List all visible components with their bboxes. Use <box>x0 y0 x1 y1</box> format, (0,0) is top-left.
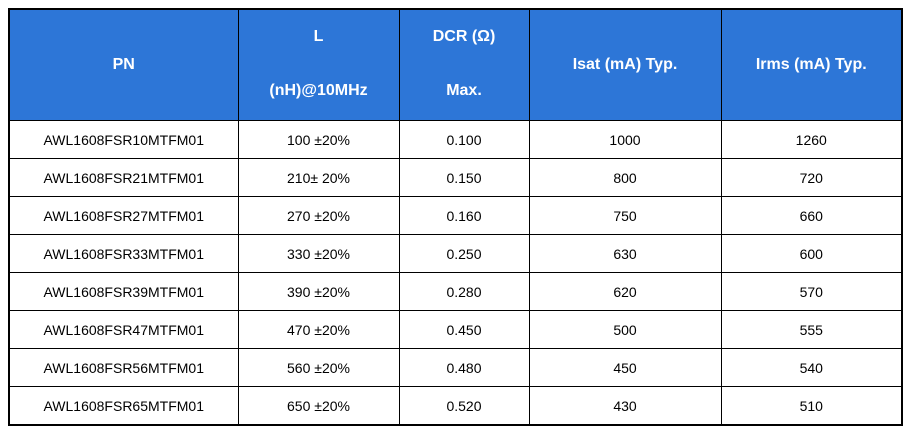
cell-isat: 1000 <box>528 120 722 159</box>
cell-isat: 500 <box>528 310 722 349</box>
table-row: AWL1608FSR21MTFM01 210± 20% 0.150 800 72… <box>8 158 903 197</box>
cell-irms: 540 <box>720 348 903 387</box>
table-row: AWL1608FSR56MTFM01 560 ±20% 0.480 450 54… <box>8 348 903 387</box>
cell-isat: 630 <box>528 234 722 273</box>
cell-pn: AWL1608FSR10MTFM01 <box>8 120 239 159</box>
header-cell-irms: Irms (mA) Typ. <box>720 8 903 121</box>
cell-pn: AWL1608FSR65MTFM01 <box>8 386 239 426</box>
cell-l: 470 ±20% <box>237 310 400 349</box>
cell-isat: 450 <box>528 348 722 387</box>
cell-irms: 1260 <box>720 120 903 159</box>
cell-dcr: 0.100 <box>398 120 530 159</box>
inductor-spec-table: PN L (nH)@10MHz DCR (Ω) Max. Isat (mA) T… <box>8 8 903 426</box>
table-row: AWL1608FSR47MTFM01 470 ±20% 0.450 500 55… <box>8 310 903 349</box>
cell-dcr: 0.280 <box>398 272 530 311</box>
header-cell-pn: PN <box>8 8 239 121</box>
cell-isat: 750 <box>528 196 722 235</box>
table-row: AWL1608FSR10MTFM01 100 ±20% 0.100 1000 1… <box>8 120 903 159</box>
header-cell-isat: Isat (mA) Typ. <box>528 8 722 121</box>
cell-dcr: 0.480 <box>398 348 530 387</box>
cell-l: 270 ±20% <box>237 196 400 235</box>
cell-l: 210± 20% <box>237 158 400 197</box>
cell-irms: 570 <box>720 272 903 311</box>
table-header: PN L (nH)@10MHz DCR (Ω) Max. Isat (mA) T… <box>8 8 903 121</box>
header-label-l-unit: (nH)@10MHz <box>269 82 368 99</box>
cell-l: 650 ±20% <box>237 386 400 426</box>
cell-dcr: 0.150 <box>398 158 530 197</box>
header-label-dcr-max: Max. <box>446 82 482 99</box>
cell-pn: AWL1608FSR33MTFM01 <box>8 234 239 273</box>
cell-pn: AWL1608FSR56MTFM01 <box>8 348 239 387</box>
cell-pn: AWL1608FSR27MTFM01 <box>8 196 239 235</box>
table-row: AWL1608FSR65MTFM01 650 ±20% 0.520 430 51… <box>8 386 903 426</box>
cell-isat: 430 <box>528 386 722 426</box>
table-row: AWL1608FSR39MTFM01 390 ±20% 0.280 620 57… <box>8 272 903 311</box>
table-row: AWL1608FSR33MTFM01 330 ±20% 0.250 630 60… <box>8 234 903 273</box>
cell-dcr: 0.450 <box>398 310 530 349</box>
table-row: AWL1608FSR27MTFM01 270 ±20% 0.160 750 66… <box>8 196 903 235</box>
cell-pn: AWL1608FSR39MTFM01 <box>8 272 239 311</box>
cell-pn: AWL1608FSR21MTFM01 <box>8 158 239 197</box>
cell-pn: AWL1608FSR47MTFM01 <box>8 310 239 349</box>
header-row: PN L (nH)@10MHz DCR (Ω) Max. Isat (mA) T… <box>8 8 903 121</box>
header-cell-dcr: DCR (Ω) Max. <box>398 8 530 121</box>
cell-isat: 800 <box>528 158 722 197</box>
cell-irms: 720 <box>720 158 903 197</box>
header-cell-inductance: L (nH)@10MHz <box>237 8 400 121</box>
header-label-irms: Irms (mA) Typ. <box>755 56 867 73</box>
cell-l: 560 ±20% <box>237 348 400 387</box>
cell-irms: 600 <box>720 234 903 273</box>
cell-irms: 510 <box>720 386 903 426</box>
cell-l: 100 ±20% <box>237 120 400 159</box>
cell-dcr: 0.520 <box>398 386 530 426</box>
cell-dcr: 0.250 <box>398 234 530 273</box>
table-body: AWL1608FSR10MTFM01 100 ±20% 0.100 1000 1… <box>8 120 903 426</box>
cell-dcr: 0.160 <box>398 196 530 235</box>
header-label-pn: PN <box>112 56 135 73</box>
header-label-l: L <box>313 28 324 45</box>
cell-isat: 620 <box>528 272 722 311</box>
cell-irms: 660 <box>720 196 903 235</box>
header-label-isat: Isat (mA) Typ. <box>572 56 678 73</box>
header-label-dcr: DCR (Ω) <box>432 28 496 45</box>
cell-l: 330 ±20% <box>237 234 400 273</box>
cell-l: 390 ±20% <box>237 272 400 311</box>
cell-irms: 555 <box>720 310 903 349</box>
